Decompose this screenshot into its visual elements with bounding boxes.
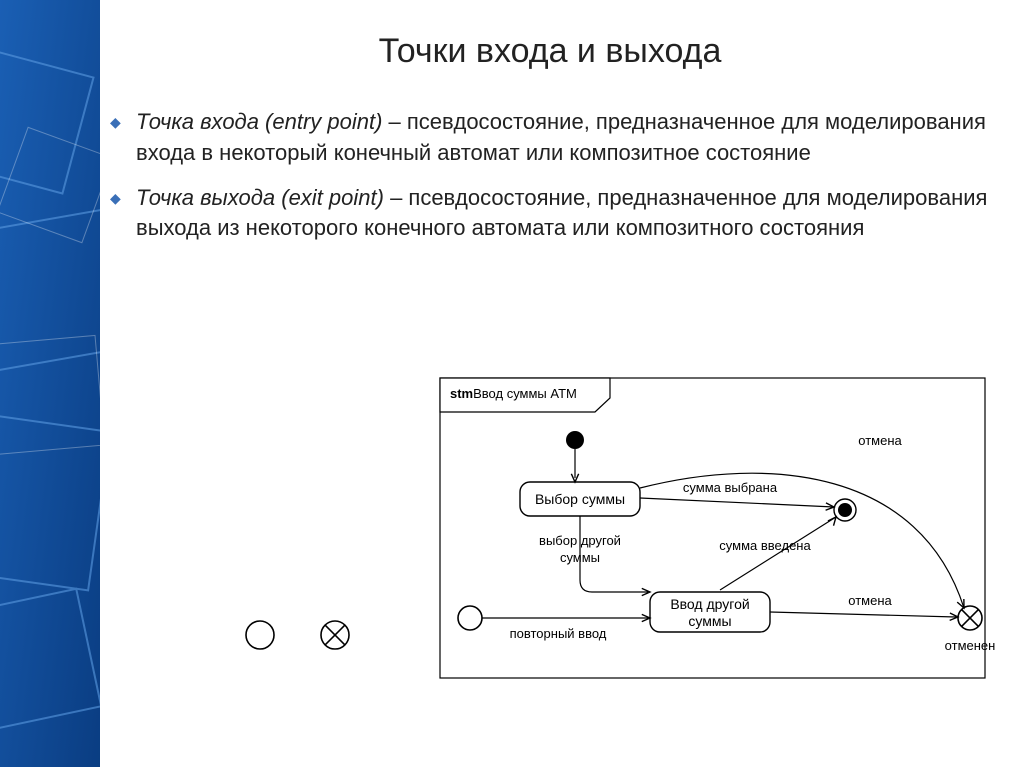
state-label: суммы <box>688 613 731 629</box>
transition-label: отмена <box>858 433 902 448</box>
transition-edge <box>770 612 956 617</box>
transition-label: отмена <box>848 593 892 608</box>
bullet-term: Точка выхода (exit point) <box>136 185 384 210</box>
transition-edge <box>720 517 836 590</box>
entry-point-legend-icon <box>246 621 274 649</box>
bullet-list: Точка входа (entry point) – псевдосостоя… <box>110 107 990 244</box>
state-label: Выбор суммы <box>535 491 625 507</box>
bullet-term: Точка входа (entry point) <box>136 109 382 134</box>
diagram-tab-label: stmВвод суммы ATM <box>450 386 577 401</box>
transition-label: суммы <box>560 550 600 565</box>
state-label: Ввод другой <box>670 596 749 612</box>
transition-label: повторный ввод <box>510 626 607 641</box>
state-machine-diagram: stmВвод суммы ATMВыбор суммыВвод другойс… <box>200 370 1000 730</box>
entry-point-icon <box>458 606 482 630</box>
transition-label: сумма введена <box>719 538 811 553</box>
slide-title: Точки входа и выхода <box>110 32 990 71</box>
bullet-item: Точка выхода (exit point) – псевдосостоя… <box>110 183 990 245</box>
transition-edge <box>640 498 834 507</box>
side-strip-decoration <box>0 0 100 767</box>
bullet-item: Точка входа (entry point) – псевдосостоя… <box>110 107 990 169</box>
initial-state-icon <box>566 431 584 449</box>
transition-label: сумма выбрана <box>683 480 778 495</box>
exit-point-label: отменен <box>945 638 996 653</box>
transition-label: выбор другой <box>539 533 621 548</box>
